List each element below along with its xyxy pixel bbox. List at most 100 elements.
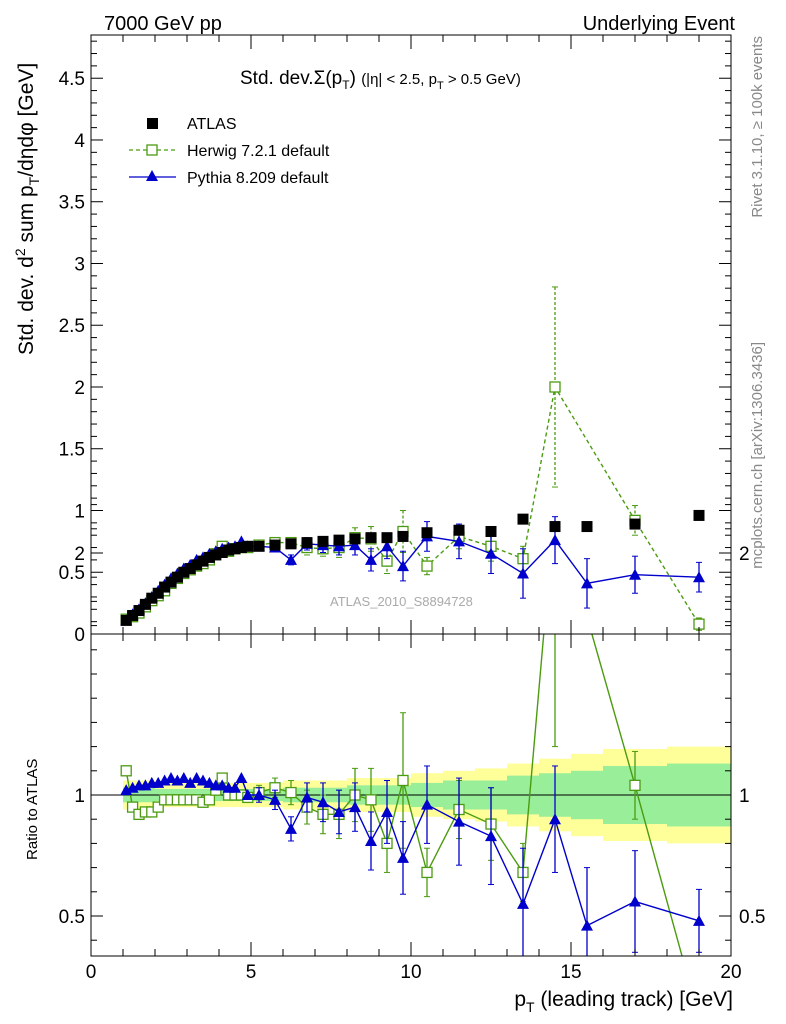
legend-label-pythia: Pythia 8.209 default (187, 170, 329, 187)
ratio-y-tick-label: 0.5 (59, 907, 85, 928)
pythia-point (229, 781, 241, 793)
atlas-point (133, 605, 145, 617)
herwig-point (365, 794, 377, 806)
pythia-point (365, 553, 377, 565)
atlas-point (127, 609, 139, 621)
ratio-y-tick-label-right: 2 (739, 544, 750, 565)
pythia-point (421, 798, 433, 810)
herwig-line (125, 385, 700, 625)
pythia-point (485, 830, 497, 842)
main-panel-axes: 0 0.5 1 1.5 2 2.5 3 3.5 4 4.5 (59, 35, 732, 646)
pythia-point (581, 577, 593, 589)
atlas-point (629, 518, 641, 530)
atlas-point (397, 530, 409, 542)
ratio-panel-axes: 0.5 0.51 12 20 5 10 15 20 (59, 504, 765, 983)
legend-marker-pythia (146, 170, 158, 181)
pythia-point (629, 895, 641, 907)
y-tick-label: 4 (74, 131, 85, 152)
pythia-point (397, 851, 409, 863)
herwig-point (285, 786, 297, 799)
pythia-point (517, 897, 529, 909)
x-tick-label: 0 (86, 962, 97, 983)
pythia-point (381, 540, 393, 552)
main-panel: 0 0.5 1 1.5 2 2.5 3 3.5 4 4.5 Std. dev.Σ(pT) (|η|… (12, 34, 732, 646)
herwig-point (421, 560, 433, 572)
ratio-y-tick-label-right: 1 (739, 786, 750, 807)
ratio-axis-label: Ratio to ATLAS (24, 759, 41, 860)
pythia-point (453, 535, 465, 547)
pythia-point (203, 776, 216, 788)
herwig-point (629, 779, 641, 791)
atlas-point (223, 544, 235, 556)
y-tick-label: 1 (74, 501, 85, 522)
legend-item-atlas: ATLAS (147, 116, 237, 133)
herwig-point (203, 794, 216, 806)
y-tick-label: 1.5 (59, 440, 85, 461)
pythia-point (301, 791, 313, 803)
atlas-point (269, 539, 281, 551)
pythia-point (253, 789, 265, 800)
y-tick-label: 2 (74, 378, 85, 399)
atlas-point (453, 524, 465, 536)
pythia-point (285, 553, 297, 565)
y-tick-label: 0.5 (59, 563, 85, 584)
pythia-point (285, 822, 297, 834)
legend-label-herwig: Herwig 7.2.1 default (187, 143, 330, 160)
x-tick-label: 10 (400, 962, 421, 983)
pythia-point (184, 776, 197, 788)
atlas-point (197, 555, 209, 567)
mcplots-label: mcplots.cern.ch [arXiv:1306.3436] (749, 342, 766, 569)
atlas-point (365, 532, 377, 544)
atlas-point (184, 563, 196, 575)
pythia-point (549, 813, 561, 825)
pythia-point (453, 815, 465, 827)
ratio-y-tick-label: 1 (74, 786, 85, 807)
pythia-point (197, 774, 209, 786)
legend-label-atlas: ATLAS (187, 116, 237, 133)
herwig-point (549, 381, 561, 393)
pythia-point (269, 793, 281, 805)
herwig-point (126, 801, 139, 813)
atlas-point (178, 566, 190, 578)
atlas-point (381, 532, 393, 544)
atlas-point (285, 538, 297, 550)
pythia-point (190, 772, 203, 784)
pythia-point (333, 540, 345, 552)
pythia-point (317, 796, 329, 808)
atlas-point (165, 576, 177, 588)
pythia-point (349, 539, 361, 551)
atlas-point (139, 598, 151, 610)
pythia-point (581, 919, 593, 931)
ratio-y-tick-label: 2 (74, 544, 85, 565)
atlas-point (333, 534, 345, 546)
x-tick-label: 15 (560, 962, 581, 983)
pythia-point (517, 567, 529, 579)
atlas-point (210, 549, 222, 561)
atlas-point (216, 546, 228, 558)
legend-item-pythia: Pythia 8.209 default (129, 170, 329, 187)
atlas-point (517, 513, 529, 525)
atlas-point (253, 540, 265, 552)
pythia-point (165, 772, 177, 784)
atlas-point (301, 537, 313, 549)
pythia-point (365, 834, 377, 846)
pythia-point (629, 568, 641, 580)
y-axis-label: Std. dev. d2 sum pT/dηdφ [GeV] (12, 63, 42, 355)
atlas-point (581, 521, 593, 533)
atlas-point (146, 592, 158, 604)
pythia-point (549, 534, 561, 546)
header-left: 7000 GeV pp (104, 13, 222, 35)
atlas-point (229, 543, 241, 555)
pythia-point (177, 772, 190, 784)
y-tick-label: 0 (74, 625, 85, 646)
legend-marker-atlas (147, 118, 158, 129)
herwig-point (397, 774, 409, 787)
y-tick-label: 2.5 (59, 316, 85, 337)
ratio-panel-data (120, 634, 705, 956)
pythia-point (381, 805, 393, 817)
atlas-point (349, 533, 361, 545)
herwig-point (421, 866, 433, 879)
pythia-point (241, 789, 254, 800)
atlas-point (191, 559, 203, 571)
